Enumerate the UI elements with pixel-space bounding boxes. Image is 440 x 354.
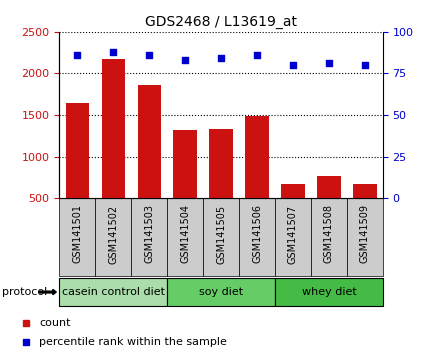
Point <box>110 49 117 55</box>
Text: whey diet: whey diet <box>301 287 356 297</box>
Bar <box>95 198 131 276</box>
Text: GSM141502: GSM141502 <box>108 205 118 264</box>
Text: GSM141505: GSM141505 <box>216 205 226 264</box>
Bar <box>167 278 275 306</box>
Bar <box>131 198 167 276</box>
Point <box>361 62 368 68</box>
Bar <box>66 103 89 198</box>
Text: GSM141504: GSM141504 <box>180 205 190 263</box>
Bar <box>311 198 347 276</box>
Text: protocol: protocol <box>2 287 48 297</box>
Text: GSM141509: GSM141509 <box>360 205 370 263</box>
Point <box>74 52 81 58</box>
Text: GSM141503: GSM141503 <box>144 205 154 263</box>
Bar <box>317 176 341 198</box>
Text: casein control diet: casein control diet <box>62 287 165 297</box>
Bar <box>281 184 304 198</box>
Point <box>326 61 333 66</box>
Bar <box>246 116 269 198</box>
Bar <box>353 184 377 198</box>
Bar <box>203 198 239 276</box>
Text: percentile rank within the sample: percentile rank within the sample <box>39 337 227 347</box>
Bar <box>209 129 233 198</box>
Point <box>146 52 153 58</box>
Bar <box>59 278 167 306</box>
Bar <box>347 198 383 276</box>
Point <box>253 52 260 58</box>
Bar <box>59 198 95 276</box>
Bar <box>102 59 125 198</box>
Point <box>290 62 297 68</box>
Text: GSM141507: GSM141507 <box>288 205 298 264</box>
Bar <box>173 130 197 198</box>
Bar <box>167 198 203 276</box>
Text: soy diet: soy diet <box>199 287 243 297</box>
Bar <box>239 198 275 276</box>
Text: GSM141506: GSM141506 <box>252 205 262 263</box>
Bar <box>275 278 383 306</box>
Title: GDS2468 / L13619_at: GDS2468 / L13619_at <box>145 16 297 29</box>
Bar <box>138 85 161 198</box>
Text: GSM141501: GSM141501 <box>72 205 82 263</box>
Text: GSM141508: GSM141508 <box>324 205 334 263</box>
Point <box>182 57 189 63</box>
Bar <box>275 198 311 276</box>
Text: count: count <box>39 318 70 328</box>
Point <box>218 56 225 61</box>
